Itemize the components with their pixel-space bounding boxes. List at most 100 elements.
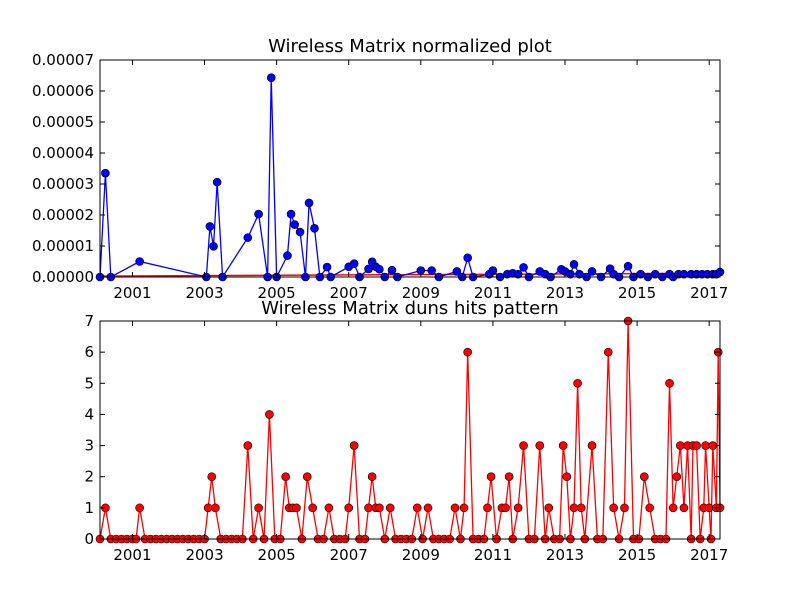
data-point xyxy=(535,441,545,450)
data-point xyxy=(519,441,528,450)
data-point xyxy=(452,267,462,276)
data-point xyxy=(324,503,334,513)
data-point xyxy=(676,441,685,450)
data-point xyxy=(243,233,253,242)
data-point xyxy=(459,503,469,513)
x-tick-label: 2009 xyxy=(402,284,440,302)
data-point xyxy=(207,472,217,482)
x-tick-label: 2007 xyxy=(330,284,368,302)
data-point xyxy=(135,503,144,513)
x-tick-label: 2013 xyxy=(546,284,584,302)
y-tick-label: 0.00007 xyxy=(32,51,94,69)
x-tick-label: 2017 xyxy=(690,284,728,302)
y-tick-label: 0.00006 xyxy=(32,82,94,100)
x-tick-label: 2015 xyxy=(618,546,656,564)
plot-area: 2001 2003 2005 2007 2009 2011 2013 2015 2017 0.00… xyxy=(32,51,728,302)
data-point xyxy=(486,472,496,482)
data-point xyxy=(385,503,395,513)
chart-title: Wireless Matrix duns hits pattern xyxy=(261,298,558,319)
x-tick-label: 2003 xyxy=(185,284,223,302)
y-tick-label: 6 xyxy=(84,343,94,361)
data-point xyxy=(322,262,332,272)
data-point xyxy=(283,251,292,260)
data-point xyxy=(573,378,582,388)
data-point xyxy=(427,266,436,275)
data-point xyxy=(558,441,568,450)
data-point xyxy=(423,503,433,513)
data-point xyxy=(609,503,618,513)
data-point xyxy=(504,472,514,482)
data-point xyxy=(623,261,633,271)
data-point xyxy=(302,472,312,482)
y-tick-label: 0.00001 xyxy=(32,237,94,255)
data-point xyxy=(290,220,299,229)
data-point xyxy=(286,209,296,219)
data-point xyxy=(209,242,218,251)
data-point xyxy=(566,269,575,279)
data-point xyxy=(501,503,510,513)
data-point xyxy=(101,168,110,178)
data-point xyxy=(450,503,460,513)
data-point xyxy=(266,73,276,82)
data-point xyxy=(640,472,649,482)
data-point xyxy=(587,267,597,276)
data-point xyxy=(375,503,384,513)
y-tick-label: 0.00002 xyxy=(32,206,94,224)
data-point xyxy=(569,503,579,513)
data-point xyxy=(513,503,523,513)
data-point xyxy=(701,441,710,450)
data-point xyxy=(603,347,613,357)
data-point xyxy=(620,503,629,513)
x-tick-label: 2007 xyxy=(330,546,368,564)
y-tick-label: 5 xyxy=(84,374,94,392)
data-point xyxy=(349,259,359,268)
data-point xyxy=(387,265,397,275)
y-tick-label: 0.00005 xyxy=(32,113,94,131)
data-point xyxy=(692,441,701,450)
data-point xyxy=(211,503,220,513)
x-tick-label: 2001 xyxy=(113,546,151,564)
data-point xyxy=(519,263,528,272)
y-tick-label: 0.00000 xyxy=(32,268,94,286)
data-point xyxy=(562,472,572,482)
data-point xyxy=(412,503,422,513)
duns-hits-chart: Wireless Matrix duns hits pattern 2001 20… xyxy=(84,298,728,564)
data-point xyxy=(645,503,655,513)
x-tick-label: 2011 xyxy=(474,546,512,564)
data-point xyxy=(513,269,523,279)
data-point xyxy=(544,503,554,513)
data-point xyxy=(308,503,317,513)
x-tick-label: 2013 xyxy=(546,546,584,564)
data-point xyxy=(375,264,384,274)
chart-title: Wireless Matrix normalized plot xyxy=(268,36,552,57)
data-point xyxy=(463,253,472,263)
data-point xyxy=(665,378,674,388)
y-tick-label: 2 xyxy=(84,468,94,486)
data-point xyxy=(254,209,263,219)
data-point xyxy=(576,503,586,513)
plot-area: 2001 2003 2005 2007 2009 2011 2013 2015 2017 0 1 2 3… xyxy=(84,312,728,564)
data-point xyxy=(304,198,314,208)
x-tick-label: 2017 xyxy=(690,546,728,564)
data-point xyxy=(135,257,144,266)
x-tick-label: 2011 xyxy=(474,284,512,302)
y-tick-label: 1 xyxy=(84,499,94,517)
data-point xyxy=(205,222,215,231)
x-tick-label: 2005 xyxy=(258,284,296,302)
data-point xyxy=(364,264,373,274)
data-point xyxy=(243,441,253,450)
data-point xyxy=(587,441,597,450)
data-point xyxy=(679,503,689,513)
normalized-plot-chart: Wireless Matrix normalized plot 2001 2003… xyxy=(32,36,728,302)
data-point xyxy=(569,259,579,269)
x-tick-label: 2005 xyxy=(258,546,296,564)
y-tick-label: 0.00003 xyxy=(32,175,94,193)
data-point xyxy=(295,227,305,237)
data-point xyxy=(265,410,274,419)
data-point xyxy=(310,224,319,233)
data-point xyxy=(203,503,213,513)
data-point xyxy=(483,503,492,513)
data-point xyxy=(364,503,373,513)
x-tick-label: 2015 xyxy=(618,284,656,302)
